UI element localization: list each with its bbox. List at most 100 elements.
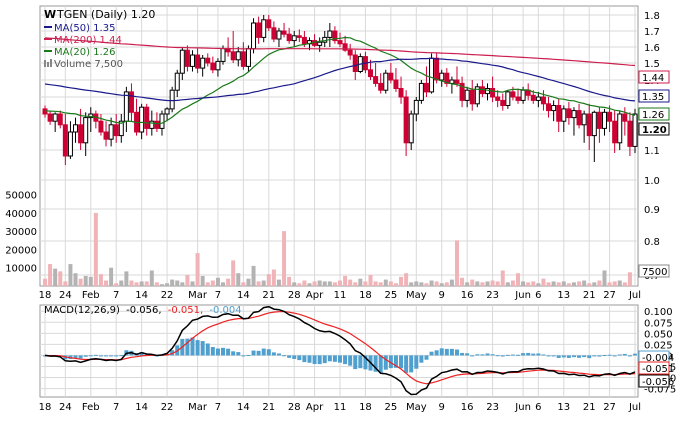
candle-body (474, 86, 480, 105)
macd-histogram-bar (114, 355, 119, 357)
macd-histogram-bar (139, 352, 144, 356)
volume-bar (516, 273, 521, 286)
candle-body (67, 131, 73, 157)
volume-bar (68, 264, 73, 286)
macd-histogram-bar (526, 352, 531, 356)
macd-histogram-bar (251, 350, 256, 356)
macd-tick-label: -0.075 (644, 385, 676, 396)
macd-histogram-bar (454, 349, 459, 356)
volume-bar (78, 278, 83, 286)
candle-body (256, 22, 262, 38)
ma200-line (44, 37, 636, 67)
macd-histogram-bar (170, 350, 175, 356)
candle-body (179, 49, 185, 74)
macd-histogram-bar (521, 353, 526, 356)
candle-body (235, 51, 241, 61)
last-price-tag: 1.20 (638, 122, 670, 136)
candle-body (57, 113, 63, 126)
candle-body (159, 113, 165, 129)
macd-histogram-bar (439, 348, 444, 356)
volume-bar (414, 281, 419, 286)
macd-histogram-bar (338, 355, 342, 363)
volume-bar (312, 281, 317, 286)
volume-bar (582, 280, 587, 286)
volume-bar (149, 270, 154, 286)
ma50-tag-box (638, 89, 670, 103)
candle-body (215, 60, 221, 71)
ma200-tag-box (638, 70, 670, 84)
volume-bar (256, 281, 261, 286)
ma20-tag-text: 1.26 (642, 110, 664, 121)
macd-histogram-bar (465, 353, 470, 356)
volume-bar (144, 281, 149, 286)
candle-body (164, 108, 170, 115)
macd-histogram-bar (236, 352, 241, 356)
macd-histogram-bar (332, 355, 337, 362)
macd-histogram-bar (276, 353, 281, 356)
legend-ma20: MA(20) 1.26 (54, 47, 115, 58)
date-tick-label: 18 (39, 402, 52, 413)
candle-body (220, 48, 226, 62)
date-tick-label: 7 (113, 290, 119, 301)
volume-bar (526, 282, 531, 286)
volume-bar (556, 282, 561, 286)
date-tick-label: 21 (583, 290, 596, 301)
macd-histogram-bar (312, 355, 317, 365)
date-tick-label: 14 (135, 290, 148, 301)
moving-average-lines (44, 36, 636, 125)
macd-histogram-bar (460, 352, 465, 356)
date-tick-label: 23 (486, 402, 499, 413)
candle-body (139, 106, 145, 133)
macd-histogram-bar (73, 355, 78, 358)
volume-bar (358, 278, 363, 286)
volume-bar (327, 281, 332, 286)
volume-bar (139, 281, 144, 286)
price-tags: 1.44 1.35 1.26 1.20 7500 -0.004-0.051 -0.056 (638, 70, 674, 388)
volume-bar (343, 275, 348, 286)
candle-body (230, 51, 236, 61)
macd-label-hist: -0.004 (209, 305, 241, 316)
macd-histogram-bar (343, 355, 348, 365)
macd-histogram-bar (582, 355, 587, 358)
volume-bar (282, 231, 287, 286)
candle-body (485, 88, 490, 95)
macd-histogram-bar (612, 355, 617, 357)
volume-bar (200, 275, 205, 286)
candle-body (459, 82, 465, 101)
date-tick-label: 21 (583, 402, 596, 413)
candle-body (398, 88, 404, 98)
macd-histogram-bar (404, 355, 409, 373)
volume-bar (231, 260, 236, 286)
macd-legend: MACD(12,26,9) -0.056, -0.051, -0.004 (44, 305, 242, 316)
macd-histogram-bar (470, 355, 475, 357)
macd-label-name: MACD(12,26,9) (44, 305, 120, 316)
volume-bar (292, 282, 297, 286)
date-tick-label: 27 (603, 402, 616, 413)
candle-body (195, 54, 201, 69)
macd-histogram-bar (246, 355, 251, 357)
date-tick-label: Apr (306, 402, 324, 413)
macd-histogram-bar (627, 355, 632, 357)
candle-body (62, 124, 68, 157)
volume-bar (449, 279, 454, 286)
candle-body (83, 117, 89, 144)
volume-bar (363, 281, 368, 286)
volume-bar (159, 284, 164, 286)
volume-bar (261, 280, 266, 286)
candle-body (301, 36, 307, 45)
candle-body (393, 79, 399, 89)
macd-histogram-bar (475, 354, 480, 356)
candle-body (444, 72, 450, 84)
date-tick-label: 6 (535, 402, 541, 413)
volume-bar (215, 277, 220, 286)
volume-bar (419, 282, 424, 286)
volume-tick-label: 40000 (5, 209, 37, 220)
candle-body (576, 110, 582, 126)
macd-histogram-bar (88, 355, 93, 357)
date-tick-label: 9 (439, 402, 445, 413)
candle-body (596, 111, 602, 129)
volume-bar (607, 282, 612, 286)
date-tick-label: Jul (628, 290, 641, 301)
date-tick-label: 13 (557, 290, 570, 301)
candle-body (439, 72, 445, 81)
